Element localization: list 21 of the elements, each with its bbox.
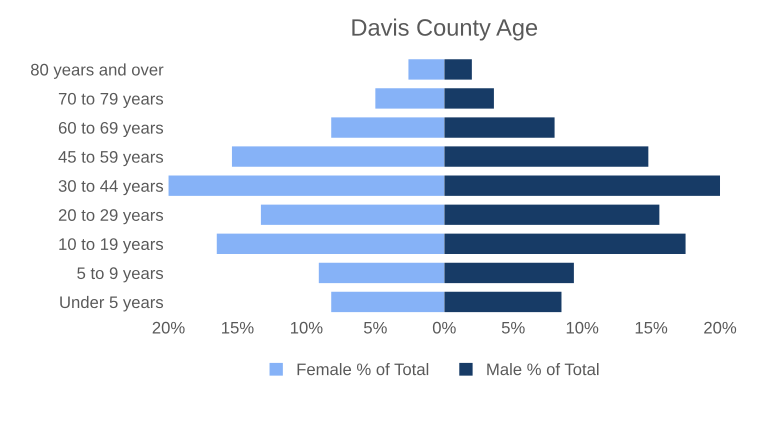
x-tick-label: 5%: [502, 322, 525, 334]
x-tick-label: 10%: [566, 322, 598, 334]
y-tick-label: 60 to 69 years: [58, 122, 164, 138]
legend-label: Female % of Total: [298, 362, 428, 376]
legend-label: Male % of Total: [487, 362, 598, 376]
x-tick-label: 15%: [636, 322, 668, 334]
x-tick-label: 5%: [364, 322, 387, 334]
x-tick-label: 15%: [222, 322, 254, 334]
y-tick-label: 5 to 9 years: [77, 267, 164, 282]
x-tick-label: 20%: [704, 322, 736, 334]
y-tick-label: 80 years and over: [30, 63, 164, 79]
y-tick-label: 30 to 44 years: [58, 180, 164, 196]
y-tick-label: 20 to 29 years: [58, 209, 164, 224]
y-tick-label: Under 5 years: [60, 296, 164, 312]
y-tick-label: 70 to 79 years: [58, 92, 164, 108]
y-tick-label: 10 to 19 years: [59, 238, 164, 254]
y-tick-label: 45 to 59 years: [58, 151, 164, 166]
x-tick-label: 0%: [432, 322, 456, 334]
chart-title: Davis County Age: [352, 18, 538, 41]
x-tick-label: 10%: [290, 322, 322, 334]
x-tick-label: 20%: [152, 322, 185, 334]
